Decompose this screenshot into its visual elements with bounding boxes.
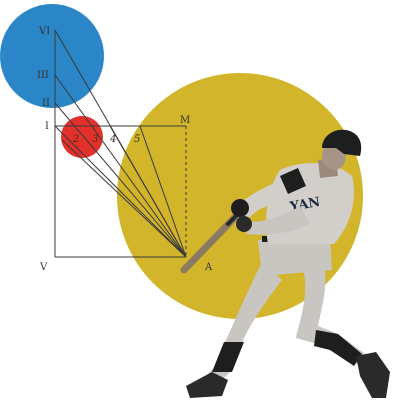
baseball-batter-icon: YAN	[180, 129, 390, 398]
ray-iii	[54, 74, 187, 258]
label-m: M	[180, 115, 190, 126]
ray-mid	[139, 125, 187, 258]
label-3: 3	[92, 134, 98, 145]
sleeve	[280, 168, 306, 194]
left-arm	[246, 206, 310, 235]
ray-i-steep	[61, 139, 187, 258]
label-4: 4	[109, 134, 116, 145]
ray-upper	[109, 125, 187, 258]
right-sock	[314, 330, 362, 366]
ray-i	[54, 125, 187, 258]
label-5: 5	[134, 134, 140, 145]
helmet	[322, 129, 362, 156]
right-arm	[236, 178, 298, 220]
label-iii: III	[37, 70, 49, 81]
hips	[258, 236, 332, 276]
front-leg	[296, 256, 368, 366]
glove-top	[231, 199, 249, 217]
glove-bottom	[236, 216, 252, 232]
label-i: I	[45, 121, 49, 132]
label-ii: II	[42, 98, 50, 109]
blue-circle	[0, 4, 104, 108]
left-sock	[212, 342, 244, 372]
right-shoe	[356, 352, 390, 398]
label-vi: VI	[38, 26, 50, 37]
label-a: A	[204, 262, 213, 273]
left-shoe	[186, 372, 228, 398]
ray-ii	[54, 102, 187, 258]
label-v: V	[39, 262, 48, 273]
geometric-diagram	[54, 29, 187, 258]
label-2: 2	[72, 134, 79, 145]
